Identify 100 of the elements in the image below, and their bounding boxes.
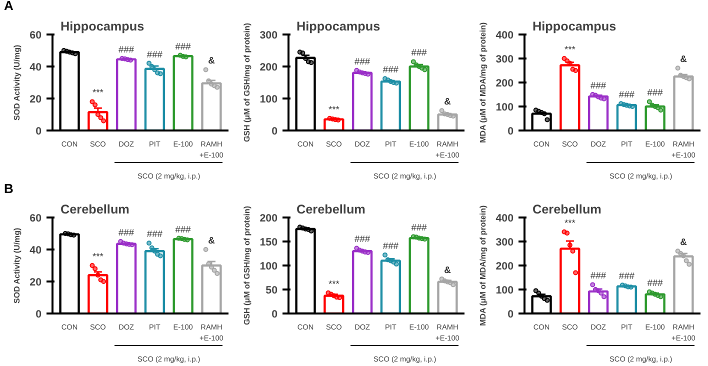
annotation: ### (382, 240, 400, 251)
y-tick-label: 200 (260, 62, 278, 74)
annotation: & (444, 96, 452, 107)
bar (588, 290, 609, 314)
y-axis-title: GSH (μM of GSH/mg of protein) (242, 206, 252, 326)
bar (324, 118, 344, 130)
y-tick-label: 100 (496, 284, 514, 296)
bar (324, 294, 344, 314)
y-tick-label: 200 (496, 260, 514, 272)
y-tick-label: 0 (272, 126, 278, 138)
bar (201, 264, 222, 314)
bar (352, 72, 373, 130)
bar (380, 260, 402, 314)
y-tick-label: 300 (496, 54, 514, 66)
y-tick-label: 100 (496, 102, 514, 114)
y-tick-label: 0 (36, 126, 42, 138)
annotation: ### (590, 80, 607, 90)
y-tick-label: 100 (260, 94, 278, 106)
y-tick-label: 200 (496, 78, 514, 90)
annotation: *** (328, 104, 340, 114)
text: B (4, 181, 14, 196)
bar (673, 75, 694, 130)
bar (560, 64, 580, 130)
bar (616, 285, 638, 314)
y-tick-label: 0 (36, 308, 42, 320)
bar (144, 250, 166, 314)
bar (644, 105, 666, 130)
bar (172, 238, 194, 314)
y-tick-label: 60 (30, 212, 42, 224)
bar (380, 80, 402, 130)
y-axis-title: SOD Activity (U/mg) (12, 227, 22, 304)
bar (673, 255, 694, 314)
bar (437, 280, 458, 314)
annotation: ### (175, 41, 192, 52)
y-tick-label: 50 (266, 284, 278, 296)
annotation: ### (146, 49, 164, 60)
y-axis-title: MDA (μM of MDA/mg of protein) (478, 22, 488, 143)
bar (201, 82, 222, 130)
y-axis-title: SOD Activity (U/mg) (12, 44, 22, 121)
chart-title: Hippocampus (296, 20, 380, 34)
bar (172, 55, 194, 130)
bar (616, 104, 638, 130)
chart-title: Cerebellum (60, 202, 130, 216)
annotation: ### (118, 44, 135, 54)
y-tick-label: 60 (30, 30, 42, 42)
y-tick-label: 0 (272, 308, 278, 320)
bar (88, 111, 108, 130)
bar (408, 237, 430, 314)
y-tick-label: 20 (30, 94, 42, 106)
y-tick-label: 40 (30, 62, 42, 74)
annotation: ### (647, 88, 664, 98)
annotation: ### (618, 271, 636, 282)
annotation: & (680, 237, 688, 248)
y-tick-label: 300 (496, 236, 514, 248)
annotation: *** (92, 252, 104, 262)
y-tick-label: 100 (260, 260, 278, 272)
y-tick-label: 400 (496, 30, 514, 42)
y-tick-label: 200 (260, 212, 278, 224)
bar (144, 68, 166, 130)
y-tick-label: 0 (508, 126, 514, 138)
bar (88, 274, 108, 314)
text: A (4, 0, 14, 13)
chart-title: Hippocampus (532, 20, 616, 34)
annotation: *** (564, 218, 576, 228)
annotation: & (208, 56, 216, 66)
bar (588, 95, 609, 130)
chart-title: Cerebellum (532, 202, 602, 216)
annotation: *** (328, 278, 340, 289)
annotation: *** (564, 44, 576, 54)
annotation: *** (92, 88, 104, 98)
annotation: ### (354, 234, 371, 244)
annotation: & (680, 54, 688, 64)
annotation: ### (382, 64, 400, 75)
chart-title: Cerebellum (296, 202, 366, 216)
annotation: ### (411, 222, 428, 233)
bar (644, 293, 666, 314)
annotation: ### (411, 48, 428, 58)
bar (116, 58, 137, 130)
annotation: & (208, 236, 216, 246)
y-tick-label: 20 (30, 276, 42, 288)
y-tick-label: 400 (496, 212, 514, 224)
annotation: ### (118, 228, 135, 238)
bar (352, 250, 373, 314)
annotation: ### (354, 56, 371, 66)
bar (437, 113, 458, 130)
annotation: & (444, 264, 452, 275)
annotation: ### (618, 90, 636, 100)
annotation: ### (647, 278, 664, 288)
y-tick-label: 150 (260, 236, 278, 248)
bar (408, 65, 430, 130)
y-axis-title: MDA (μM of MDA/mg of protein) (478, 205, 488, 326)
y-tick-label: 40 (30, 244, 42, 256)
y-tick-label: 0 (508, 308, 514, 320)
y-tick-label: 300 (260, 30, 278, 42)
annotation: ### (146, 229, 164, 240)
y-axis-title: GSH (μM of GSH/mg of protein) (242, 22, 252, 142)
annotation: ### (590, 270, 607, 281)
annotation: ### (175, 224, 192, 234)
chart-title: Hippocampus (60, 20, 144, 34)
bar (116, 242, 137, 314)
